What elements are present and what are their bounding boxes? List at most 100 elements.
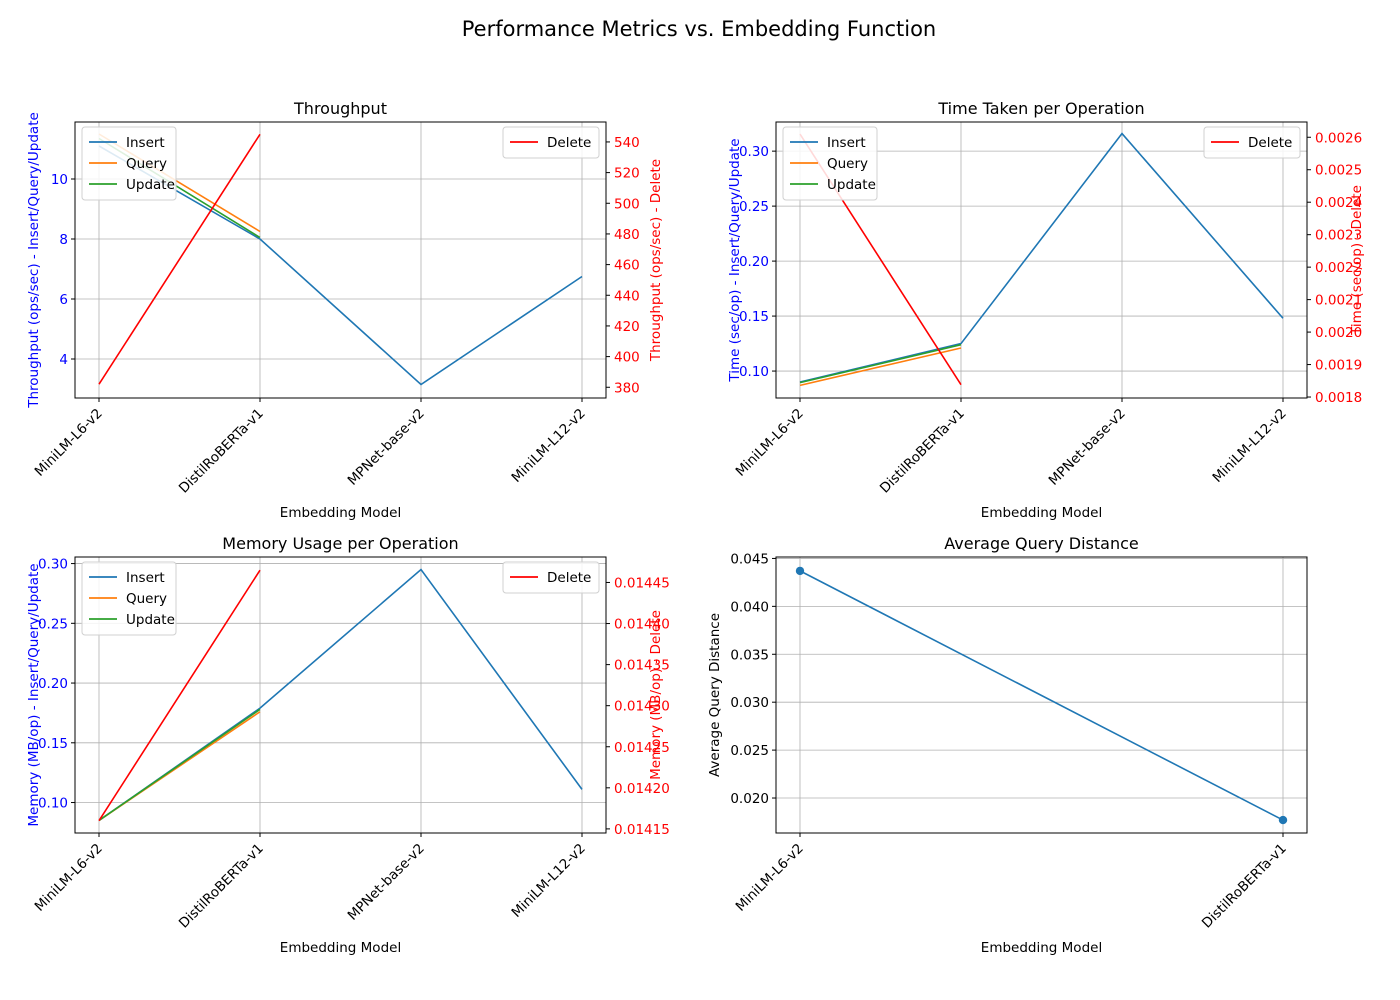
- memory-legend-label-query: Query: [126, 591, 167, 607]
- time-x-tick-label: MPNet-base-v2: [1046, 406, 1129, 489]
- time-series-query: [799, 347, 962, 387]
- memory-right-tick-label: 0.01430: [614, 699, 670, 715]
- time-legend-label-insert: Insert: [827, 135, 866, 151]
- memory-series-delete: [98, 569, 261, 822]
- time-right-axis-label: Time (sec/op) - Delete: [1349, 185, 1365, 336]
- time-right-tick-label: 0.0025: [1315, 163, 1362, 179]
- time-legend-left: [782, 126, 878, 201]
- distance-title: Average Query Distance: [944, 534, 1138, 553]
- memory-x-axis-label: Embedding Model: [280, 940, 401, 956]
- throughput-right-tick-label: 380: [614, 380, 640, 396]
- distance-x-tick-label: DistilRoBERTa-v1: [1199, 841, 1290, 932]
- throughput-right-tick-label: 520: [614, 166, 640, 182]
- time-right-tick-label: 0.0024: [1315, 195, 1362, 211]
- time-right-tick-label: 0.0019: [1315, 358, 1362, 374]
- throughput-legend-left: [81, 126, 177, 201]
- throughput-legend-label-query: Query: [126, 156, 167, 172]
- throughput-right-tick-label: 400: [614, 350, 640, 366]
- time-right-tick-label: 0.0023: [1315, 228, 1362, 244]
- memory-plot-frame: [74, 556, 607, 834]
- time-legend-label-query: Query: [827, 156, 868, 172]
- throughput-right-tick-label: 500: [614, 196, 640, 212]
- throughput-x-tick-label: MPNet-base-v2: [345, 406, 428, 489]
- memory-legend-label-delete: Delete: [547, 570, 591, 586]
- memory-x-tick-label: MiniLM-L6-v2: [32, 841, 106, 915]
- memory-x-tick-label: DistilRoBERTa-v1: [176, 841, 267, 932]
- time-right-tick-label: 0.0022: [1315, 260, 1362, 276]
- time-legend-label-update: Update: [827, 177, 876, 193]
- time-plot-frame: [775, 121, 1308, 399]
- memory-legend-label-update: Update: [126, 612, 175, 628]
- memory-right-tick-label: 0.01415: [614, 822, 670, 838]
- distance-chart: Average Query Distance 0.020 0.025 0.030 0.0…: [707, 534, 1308, 956]
- throughput-right-tick-label: 540: [614, 135, 640, 151]
- memory-left-tick-label: 0.30: [38, 557, 68, 573]
- time-left-tick-label: 0.25: [739, 199, 769, 215]
- throughput-left-tick-label: 6: [59, 292, 68, 308]
- throughput-right-tick-label: 460: [614, 258, 640, 274]
- time-legend-label-delete: Delete: [1248, 135, 1292, 151]
- distance-left-tick-label: 0.035: [730, 647, 769, 663]
- memory-right-tick-label: 0.01440: [614, 617, 670, 633]
- time-series-insert: [799, 132, 1284, 383]
- throughput-x-tick-label: DistilRoBERTa-v1: [176, 406, 267, 497]
- memory-right-tick-label: 0.01420: [614, 781, 670, 797]
- throughput-right-tick-label: 420: [614, 319, 640, 335]
- time-left-tick-label: 0.15: [739, 309, 769, 325]
- memory-right-tick-label: 0.01425: [614, 740, 670, 756]
- time-x-axis-label: Embedding Model: [981, 505, 1102, 521]
- throughput-plot-frame: [74, 121, 607, 399]
- memory-chart: Memory Usage per Operation 0.10 0.15 0.20 0.…: [26, 534, 670, 956]
- memory-right-tick-label: 0.01445: [614, 575, 670, 591]
- time-right-tick-label: 0.0018: [1315, 390, 1362, 406]
- throughput-series-insert: [98, 145, 583, 386]
- memory-legend-left: [81, 561, 177, 636]
- distance-x-axis-label: Embedding Model: [981, 940, 1102, 956]
- distance-left-tick-label: 0.030: [730, 695, 769, 711]
- time-left-axis-label: Time (sec/op) - Insert/Query/Update: [727, 138, 743, 382]
- throughput-right-tick-label: 440: [614, 288, 640, 304]
- distance-point: [795, 566, 805, 576]
- time-right-tick-label: 0.0020: [1315, 325, 1362, 341]
- figure-title: Performance Metrics vs. Embedding Functi…: [462, 17, 936, 41]
- memory-legend-right: [502, 561, 600, 594]
- throughput-legend-label-delete: Delete: [547, 135, 591, 151]
- throughput-legend-label-insert: Insert: [126, 135, 165, 151]
- distance-x-tick-label: MiniLM-L6-v2: [733, 841, 807, 915]
- throughput-left-tick-label: 4: [59, 352, 68, 368]
- throughput-x-axis-label: Embedding Model: [280, 505, 401, 521]
- time-legend-right: [1203, 126, 1301, 159]
- time-left-tick-label: 0.20: [739, 254, 769, 270]
- distance-plot-frame: [775, 556, 1308, 834]
- throughput-chart: Throughput 4 6 8 10 380 400 420 440 460 480 500 520 5…: [26, 99, 664, 521]
- distance-left-tick-label: 0.040: [730, 599, 769, 615]
- throughput-left-tick-label: 8: [59, 232, 68, 248]
- throughput-right-tick-label: 480: [614, 227, 640, 243]
- throughput-x-tick-label: MiniLM-L6-v2: [32, 406, 106, 480]
- throughput-left-axis-label: Throughput (ops/sec) - Insert/Query/Upda…: [26, 112, 42, 409]
- time-x-tick-label: MiniLM-L12-v2: [1210, 406, 1290, 486]
- time-left-tick-label: 0.10: [739, 364, 769, 380]
- throughput-legend-label-update: Update: [126, 177, 175, 193]
- throughput-x-tick-label: MiniLM-L12-v2: [509, 406, 589, 486]
- distance-point: [1278, 815, 1288, 825]
- distance-series-line: [799, 570, 1284, 821]
- time-x-tick-label: MiniLM-L6-v2: [733, 406, 807, 480]
- memory-series-update: [98, 708, 261, 822]
- memory-legend-label-insert: Insert: [126, 570, 165, 586]
- memory-right-axis-label: Memory (MB/op) - Delete: [648, 610, 664, 780]
- time-chart: Time Taken per Operation 0.10 0.15 0.20 0.25…: [727, 99, 1365, 521]
- distance-left-tick-label: 0.020: [730, 791, 769, 807]
- throughput-left-tick-label: 10: [51, 172, 68, 188]
- memory-x-tick-label: MPNet-base-v2: [345, 841, 428, 924]
- throughput-legend-right: [502, 126, 600, 159]
- time-title: Time Taken per Operation: [937, 99, 1144, 118]
- distance-left-axis-label: Average Query Distance: [707, 613, 723, 777]
- memory-x-tick-label: MiniLM-L12-v2: [509, 841, 589, 921]
- distance-left-tick-label: 0.025: [730, 743, 769, 759]
- time-series-update: [799, 343, 962, 384]
- time-x-tick-label: DistilRoBERTa-v1: [877, 406, 968, 497]
- memory-left-axis-label: Memory (MB/op) - Insert/Query/Update: [26, 563, 42, 826]
- memory-left-tick-label: 0.15: [38, 736, 68, 752]
